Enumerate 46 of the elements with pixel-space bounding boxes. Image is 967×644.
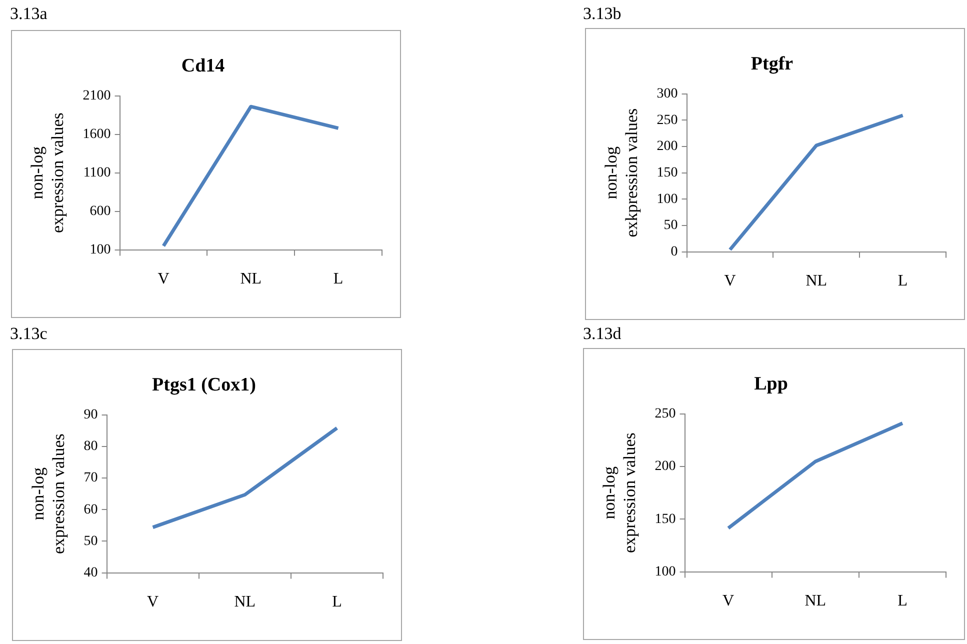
y-tick-label: 100 (654, 564, 676, 580)
y-tick-label: 150 (656, 165, 678, 180)
x-tick-label: V (147, 594, 160, 611)
chart-title: Ptgfr (750, 53, 794, 74)
y-axis-title: non-log expression values (28, 112, 68, 233)
y-tick-label: 100 (90, 242, 111, 258)
text: 3.13c (10, 324, 48, 344)
x-tick-label: L (332, 594, 342, 611)
y-axis-title: non-log expression values (600, 432, 640, 553)
text: 3.13d (583, 324, 622, 344)
x-tick-label: L (898, 592, 908, 610)
y-tick-label: 80 (84, 439, 98, 454)
y-tick-label: 250 (656, 112, 678, 128)
y-tick-label: 40 (84, 565, 98, 580)
x-tick-label: V (722, 592, 735, 610)
x-tick-label: L (898, 272, 908, 290)
chart-title: Cd14 (181, 55, 226, 76)
text: 3.13b (583, 4, 622, 24)
x-tick-label: NL (234, 594, 256, 611)
y-tick-label: 1600 (82, 126, 111, 142)
y-tick-label: 250 (654, 406, 676, 422)
y-tick-label: 50 (664, 218, 678, 234)
y-tick-label: 200 (654, 459, 676, 474)
y-tick-label: 100 (656, 192, 678, 207)
chart-title: Ptgs1 (Cox1) (152, 374, 256, 396)
x-tick-label: NL (806, 272, 828, 290)
x-tick-label: V (158, 270, 170, 288)
y-tick-label: 90 (84, 407, 98, 422)
y-tick-label: 2100 (82, 88, 111, 104)
y-axis-title: non-log exkpression values (602, 108, 642, 238)
x-tick-label: L (333, 270, 344, 288)
y-tick-label: 150 (654, 512, 676, 527)
text: 3.13a (10, 4, 48, 24)
y-tick-label: 300 (656, 86, 678, 102)
x-tick-label: NL (240, 270, 262, 288)
x-tick-label: NL (804, 592, 826, 610)
y-tick-label: 70 (84, 470, 98, 486)
chart-title: Lpp (754, 373, 788, 394)
y-axis-title: non-log expression values (28, 434, 68, 554)
y-tick-label: 600 (90, 204, 111, 219)
y-tick-label: 1100 (83, 165, 111, 180)
x-tick-label: V (724, 272, 736, 290)
y-tick-label: 0 (670, 244, 678, 260)
y-tick-label: 60 (84, 502, 98, 518)
y-tick-label: 50 (84, 534, 98, 549)
y-tick-label: 200 (656, 139, 678, 154)
